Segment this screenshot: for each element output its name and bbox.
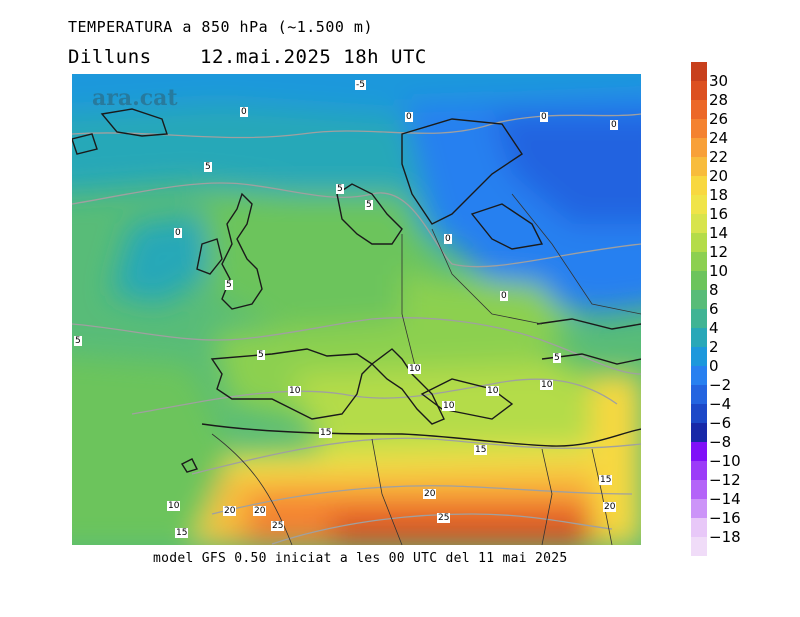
contour-label: 0 [444, 234, 452, 244]
contour-label: 0 [240, 107, 248, 117]
contour-label: -5 [355, 80, 366, 90]
forecast-day: Dilluns [68, 46, 152, 68]
legend-label: 8 [709, 281, 719, 299]
legend-label: 30 [709, 72, 729, 90]
legend-label: −14 [709, 490, 741, 508]
contour-label: 10 [288, 386, 302, 396]
legend-label: 18 [709, 186, 729, 204]
forecast-datetime: 12.mai.2025 18h UTC [200, 46, 427, 68]
legend-label: 6 [709, 300, 719, 318]
contour-label: 15 [175, 528, 189, 538]
legend-label: −18 [709, 528, 741, 546]
contour-label: 20 [423, 489, 437, 499]
legend-swatch [691, 81, 707, 100]
borders [211, 193, 641, 545]
contour-label: 0 [500, 291, 508, 301]
legend-swatch [691, 195, 707, 214]
legend-swatch [691, 290, 707, 309]
legend-swatch [691, 518, 707, 537]
model-run-caption: model GFS 0.50 iniciat a les 00 UTC del … [153, 551, 568, 566]
legend-label: 20 [709, 167, 729, 185]
contour-label: 25 [437, 513, 451, 523]
legend-label: 12 [709, 243, 729, 261]
legend-label: −8 [709, 433, 732, 451]
legend-label: −4 [709, 395, 732, 413]
map-title: TEMPERATURA a 850 hPa (~1.500 m) [68, 18, 373, 36]
contour-label: 10 [486, 386, 500, 396]
contour-label: 5 [553, 353, 561, 363]
contour-label: 20 [603, 502, 617, 512]
legend-label: 26 [709, 110, 729, 128]
legend-label: 4 [709, 319, 719, 337]
legend-swatch [691, 480, 707, 499]
legend-swatch [691, 404, 707, 423]
legend-swatch [691, 62, 707, 81]
legend-label: −16 [709, 509, 741, 527]
contour-label: 10 [167, 501, 181, 511]
legend-label: −12 [709, 471, 741, 489]
legend-swatch [691, 233, 707, 252]
contour-label: 0 [174, 228, 182, 238]
contour-label: 20 [253, 506, 267, 516]
contour-label: 10 [540, 380, 554, 390]
contour-label: 15 [599, 475, 613, 485]
ara-cat-logo: ara.cat [92, 85, 178, 111]
legend-swatch [691, 138, 707, 157]
legend-swatch [691, 100, 707, 119]
forecast-time: Dilluns 12.mai.2025 18h UTC [68, 46, 426, 68]
legend-swatch [691, 499, 707, 518]
contour-label: 0 [610, 120, 618, 130]
legend-label: 14 [709, 224, 729, 242]
contour-label: 10 [442, 401, 456, 411]
contour-label: 20 [223, 506, 237, 516]
legend-label: −2 [709, 376, 732, 394]
legend-label: 16 [709, 205, 729, 223]
contour-label: 5 [225, 280, 233, 290]
contour-label: 0 [540, 112, 548, 122]
legend-label: −10 [709, 452, 741, 470]
legend-label: 0 [709, 357, 719, 375]
legend-label: 10 [709, 262, 729, 280]
contour-label: 5 [257, 350, 265, 360]
contour-label: 10 [408, 364, 422, 374]
contour-label: 5 [365, 200, 373, 210]
legend-swatch [691, 214, 707, 233]
contour-label: 25 [271, 521, 285, 531]
legend-swatch [691, 347, 707, 366]
legend-swatch [691, 252, 707, 271]
contour-label: 0 [405, 112, 413, 122]
legend-swatch [691, 328, 707, 347]
legend-label: 22 [709, 148, 729, 166]
legend-label: 24 [709, 129, 729, 147]
legend-swatch [691, 385, 707, 404]
temperature-shading [72, 74, 641, 545]
legend-swatch [691, 271, 707, 290]
legend-swatch [691, 537, 707, 556]
contour-label: 15 [319, 428, 333, 438]
temperature-map: -5 0 0 0 0 0 0 0 5 5 5 5 5 5 5 10 10 10 10 10 10 15 15 15 15 20 20… [72, 74, 641, 545]
legend-swatch [691, 442, 707, 461]
contour-label: 15 [474, 445, 488, 455]
contour-label: 5 [336, 184, 344, 194]
contour-label: 5 [204, 162, 212, 172]
legend-swatch [691, 423, 707, 442]
coastlines [72, 108, 641, 473]
legend-swatch [691, 176, 707, 195]
legend-swatch [691, 366, 707, 385]
legend-label: −6 [709, 414, 732, 432]
legend-swatch [691, 309, 707, 328]
legend-label: 2 [709, 338, 719, 356]
legend-swatch [691, 157, 707, 176]
legend-swatch [691, 119, 707, 138]
contour-label: 5 [74, 336, 82, 346]
legend-swatch [691, 461, 707, 480]
legend-label: 28 [709, 91, 729, 109]
temperature-field [72, 74, 641, 545]
